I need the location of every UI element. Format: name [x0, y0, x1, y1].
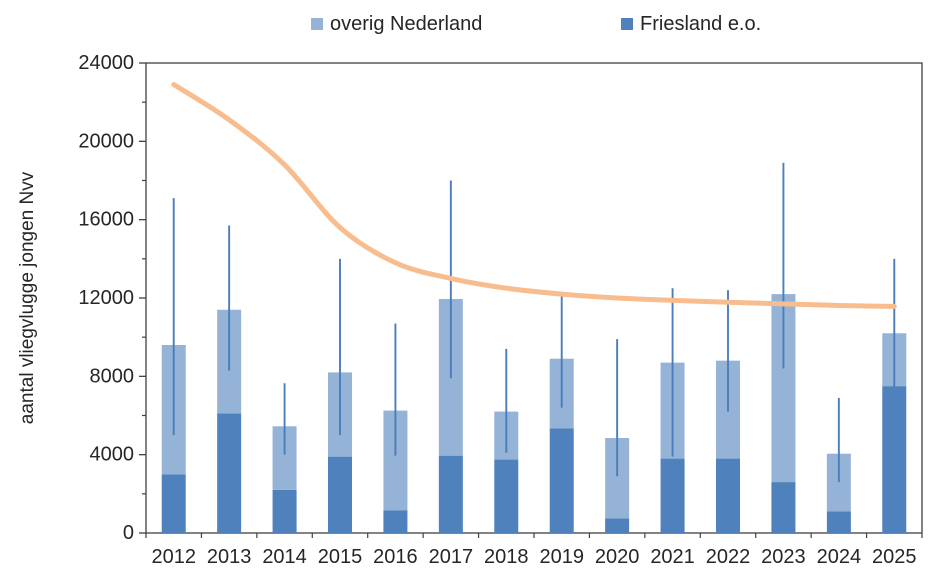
bar-friesland	[328, 456, 352, 533]
legend-item-overig-nederland: overig Nederland	[311, 13, 482, 35]
bar-friesland	[272, 489, 297, 533]
x-tick-label: 2024	[817, 546, 862, 568]
x-tick-label: 2025	[872, 546, 917, 568]
bar-friesland	[826, 511, 851, 533]
legend-label-friesland: Friesland e.o.	[640, 13, 762, 35]
bar-friesland	[217, 413, 242, 533]
x-tick-label: 2012	[151, 546, 196, 568]
y-tick-label: 0	[123, 522, 134, 544]
bar-friesland	[383, 510, 408, 533]
x-tick-label: 2014	[262, 546, 307, 568]
x-tick-label: 2020	[595, 546, 640, 568]
x-tick-label: 2021	[650, 546, 695, 568]
y-tick-label: 24000	[78, 52, 134, 74]
bar-friesland	[494, 459, 519, 533]
x-tick-label: 2022	[706, 546, 751, 568]
bar-friesland	[882, 386, 907, 533]
x-tick-label: 2017	[429, 546, 474, 568]
y-tick-label: 4000	[90, 444, 135, 466]
y-tick-label: 16000	[78, 209, 134, 231]
bar-friesland	[549, 428, 574, 533]
y-tick-label: 20000	[78, 130, 134, 152]
plot-border	[145, 62, 923, 534]
legend-label-overig-nederland: overig Nederland	[330, 13, 483, 35]
legend-item-friesland: Friesland e.o.	[621, 13, 761, 35]
bar-friesland	[438, 455, 463, 533]
trendline	[171, 82, 897, 309]
y-tick-label: 12000	[78, 287, 134, 309]
x-tick-label: 2015	[318, 546, 363, 568]
x-tick-label: 2013	[207, 546, 252, 568]
legend-swatch-friesland	[621, 18, 633, 30]
x-tick-label: 2019	[539, 546, 584, 568]
bar-friesland	[605, 518, 630, 533]
bar-friesland	[660, 458, 685, 533]
bar-friesland	[771, 482, 796, 533]
x-tick-label: 2016	[373, 546, 418, 568]
legend-swatch-overig-nederland	[311, 18, 323, 30]
bar-friesland	[161, 474, 186, 533]
y-tick-label: 8000	[90, 365, 135, 387]
bar-friesland	[716, 458, 740, 533]
x-tick-label: 2018	[484, 546, 529, 568]
x-tick-label: 2023	[761, 546, 806, 568]
